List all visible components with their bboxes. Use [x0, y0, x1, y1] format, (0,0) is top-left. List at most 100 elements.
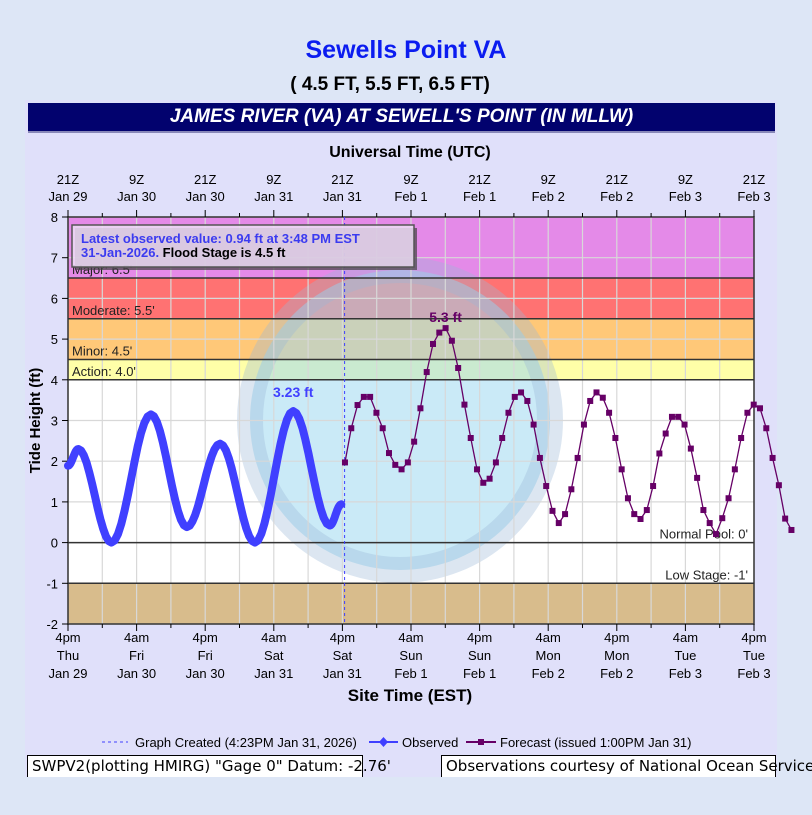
forecast-point — [637, 515, 644, 522]
forecast-point — [712, 531, 719, 538]
forecast-point — [499, 435, 506, 442]
bottom-tick-label: Sun — [399, 648, 422, 663]
forecast-point — [662, 430, 669, 437]
bottom-tick-label: 4pm — [330, 630, 355, 645]
bottom-tick-label: Mon — [536, 648, 561, 663]
legend-forecast-label: Forecast (issued 1:00PM Jan 31) — [500, 735, 691, 750]
top-tick-label: 9Z — [266, 172, 281, 187]
top-tick-label: 9Z — [678, 172, 693, 187]
annotation-box — [71, 224, 415, 268]
top-tick-label: 21Z — [57, 172, 79, 187]
bottom-tick-label: 4am — [673, 630, 698, 645]
flood-stages-subtitle: ( 4.5 FT, 5.5 FT, 6.5 FT) — [290, 74, 490, 95]
forecast-point — [750, 401, 757, 408]
bottom-tick-label: Mon — [604, 648, 629, 663]
forecast-point — [731, 466, 738, 473]
y-tick-label: 5 — [51, 332, 58, 347]
forecast-point — [486, 475, 493, 482]
forecast-point — [518, 389, 525, 396]
forecast-point — [442, 325, 449, 332]
stage-label: Normal Pool: 0' — [660, 527, 748, 542]
forecast-point — [694, 474, 701, 481]
bottom-tick-label: 4am — [536, 630, 561, 645]
bottom-tick-label: 4pm — [604, 630, 629, 645]
forecast-point — [341, 459, 348, 466]
top-axis-label: Universal Time (UTC) — [329, 144, 491, 161]
forecast-point — [624, 495, 631, 502]
forecast-point — [650, 483, 657, 490]
stage-label: Action: 4.0' — [72, 364, 136, 379]
bottom-tick-label: Feb 2 — [600, 666, 633, 681]
footer-credit: Observations courtesy of National Ocean … — [441, 755, 812, 777]
top-tick-label: Jan 30 — [117, 189, 156, 204]
forecast-point — [530, 421, 537, 428]
top-tick-label: 21Z — [331, 172, 353, 187]
forecast-point — [668, 413, 675, 420]
top-tick-label: Feb 3 — [669, 189, 702, 204]
forecast-point — [436, 329, 443, 336]
forecast-point — [549, 507, 556, 514]
bottom-tick-label: 4am — [261, 630, 286, 645]
forecast-point — [719, 515, 726, 522]
forecast-point — [612, 435, 619, 442]
bottom-tick-label: Fri — [129, 648, 144, 663]
forecast-point — [474, 466, 481, 473]
forecast-point — [448, 337, 455, 344]
forecast-point — [593, 389, 600, 396]
y-tick-label: 2 — [51, 454, 58, 469]
forecast-point — [631, 511, 638, 518]
forecast-point — [385, 450, 392, 457]
forecast-point — [580, 421, 587, 428]
bottom-tick-label: Sat — [264, 648, 284, 663]
forecast-point — [543, 483, 550, 490]
forecast-point — [587, 397, 594, 404]
bottom-tick-label: Jan 31 — [323, 666, 362, 681]
forecast-point — [599, 394, 606, 401]
observed-peak-label: 3.23 ft — [273, 384, 314, 400]
top-tick-label: Jan 31 — [323, 189, 362, 204]
forecast-point — [675, 413, 682, 420]
top-tick-label: Jan 31 — [254, 189, 293, 204]
forecast-point — [775, 482, 782, 489]
stage-label: Minor: 4.5' — [72, 343, 132, 358]
y-tick-label: 6 — [51, 291, 58, 306]
x-axis-label: Site Time (EST) — [348, 686, 472, 705]
bottom-tick-label: 4pm — [741, 630, 766, 645]
forecast-point — [738, 435, 745, 442]
forecast-point — [423, 369, 430, 376]
stage-label: Moderate: 5.5' — [72, 303, 155, 318]
forecast-point — [568, 486, 575, 493]
forecast-point — [782, 515, 789, 522]
bottom-tick-label: Sun — [468, 648, 491, 663]
forecast-point — [757, 405, 764, 412]
top-tick-label: Feb 2 — [532, 189, 565, 204]
top-tick-label: 21Z — [468, 172, 490, 187]
forecast-point — [700, 507, 707, 514]
forecast-point — [392, 461, 399, 468]
forecast-point — [618, 466, 625, 473]
forecast-point — [763, 425, 770, 432]
y-tick-label: 3 — [51, 414, 58, 429]
bottom-tick-label: Jan 29 — [48, 666, 87, 681]
forecast-point — [379, 425, 386, 432]
bottom-tick-label: Feb 1 — [463, 666, 496, 681]
forecast-point — [562, 511, 569, 518]
forecast-point — [398, 466, 405, 473]
bottom-tick-label: Jan 30 — [186, 666, 225, 681]
top-tick-label: 9Z — [403, 172, 418, 187]
forecast-point — [681, 421, 688, 428]
top-tick-label: Feb 2 — [600, 189, 633, 204]
bottom-tick-label: Jan 30 — [117, 666, 156, 681]
forecast-point — [354, 402, 361, 409]
y-tick-label: 0 — [51, 536, 58, 551]
footer-gage-info: SWPV2(plotting HMIRG) "Gage 0" Datum: -2… — [27, 755, 391, 777]
page-title: Sewells Point VA — [305, 36, 507, 64]
forecast-point — [360, 393, 367, 400]
top-tick-label: 9Z — [129, 172, 144, 187]
forecast-point — [744, 409, 751, 416]
y-tick-label: 4 — [51, 373, 58, 388]
forecast-point — [404, 459, 411, 466]
top-tick-label: 21Z — [194, 172, 216, 187]
forecast-point — [524, 397, 531, 404]
